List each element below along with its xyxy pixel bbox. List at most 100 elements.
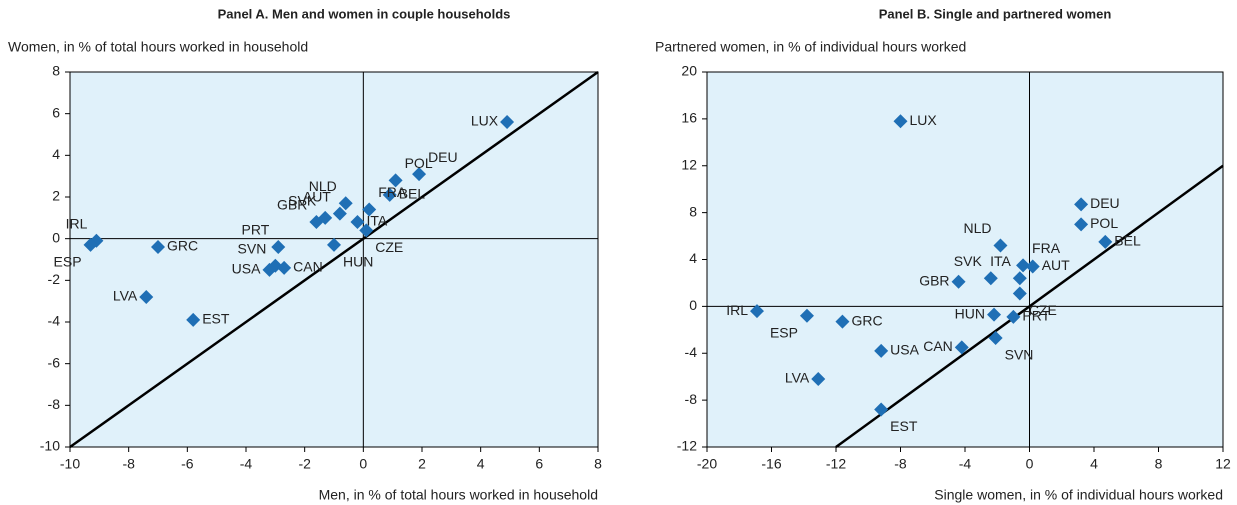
x-tick-label: 0 <box>359 456 367 472</box>
y-tick-label: 0 <box>689 297 697 313</box>
point-label: DEU <box>1090 195 1120 211</box>
y-tick-label: 12 <box>681 156 697 172</box>
point-label: BEL <box>399 186 426 202</box>
point-label: LVA <box>785 370 810 386</box>
point <box>1074 197 1089 212</box>
y-tick-label: -8 <box>48 396 61 412</box>
point <box>388 173 403 188</box>
x-tick-label: 0 <box>1026 456 1034 472</box>
y-tick-label: -10 <box>40 438 60 454</box>
point <box>186 312 201 327</box>
point <box>139 290 154 304</box>
point <box>332 206 347 221</box>
point <box>151 240 165 254</box>
point <box>893 114 908 129</box>
x-tick-label: 8 <box>1155 456 1163 472</box>
point-label: IRL <box>66 215 88 231</box>
y-tick-label: -4 <box>685 344 698 360</box>
point <box>951 274 966 289</box>
x-tick-label: -12 <box>826 456 846 472</box>
point-label: IRL <box>726 302 748 318</box>
point-label: PRT <box>242 222 270 238</box>
point <box>359 223 374 238</box>
point-label: PRT <box>1022 308 1050 324</box>
x-tick-label: -20 <box>697 456 717 472</box>
x-tick-label: -10 <box>60 456 80 472</box>
point-label: HUN <box>955 305 985 321</box>
point-label: GRC <box>851 312 882 328</box>
point-label: FRA <box>1032 240 1061 256</box>
point-label: GBR <box>277 197 307 213</box>
point <box>338 196 353 211</box>
point-label: EST <box>890 418 918 434</box>
point <box>835 314 850 329</box>
y-axis-label: Women, in % of total hours worked in hou… <box>8 39 308 55</box>
point-label: SVK <box>288 193 317 209</box>
point-label: POL <box>405 155 433 171</box>
y-tick-label: 16 <box>681 110 697 126</box>
x-tick-label: 8 <box>594 456 602 472</box>
x-tick-label: -8 <box>122 456 135 472</box>
point <box>799 308 814 323</box>
point <box>271 240 286 254</box>
point-label: HUN <box>343 254 373 270</box>
point-label: AUT <box>1042 257 1070 273</box>
point-label: CAN <box>923 338 953 354</box>
point-label: GBR <box>919 272 949 288</box>
x-tick-label: -8 <box>894 456 907 472</box>
point <box>412 167 427 182</box>
point-label: SVN <box>238 240 267 256</box>
y-tick-label: -4 <box>48 313 61 329</box>
point <box>993 238 1008 253</box>
point <box>987 307 1002 322</box>
point <box>874 343 889 358</box>
point-label: SVK <box>954 253 983 269</box>
x-tick-label: 12 <box>1215 456 1231 472</box>
point-label: EST <box>202 311 230 327</box>
x-tick-label: -6 <box>181 456 194 472</box>
point <box>1006 309 1021 324</box>
point-label: CZE <box>1029 302 1057 318</box>
point-label: SVN <box>1005 347 1034 363</box>
y-tick-label: 8 <box>52 63 60 79</box>
point <box>749 304 764 319</box>
point-label: ITA <box>366 213 387 229</box>
point <box>362 202 377 217</box>
point-label: AUT <box>303 188 331 204</box>
point <box>983 271 998 286</box>
y-tick-label: 2 <box>52 188 60 204</box>
point <box>382 187 397 202</box>
point-label: GRC <box>167 238 198 254</box>
x-tick-label: 4 <box>477 456 485 472</box>
chart-title: Panel B. Single and partnered women <box>879 6 1112 21</box>
y-tick-label: 6 <box>52 104 60 120</box>
plot-area <box>706 71 1224 448</box>
point <box>874 402 889 417</box>
point <box>1074 217 1089 232</box>
point-label: NLD <box>309 178 337 194</box>
point-label: POL <box>1090 215 1118 231</box>
y-axis-label: Partnered women, in % of individual hour… <box>655 39 966 55</box>
point <box>1016 258 1031 273</box>
point-label: FRA <box>378 184 407 200</box>
y-tick-label: -12 <box>677 438 697 454</box>
x-tick-label: -4 <box>959 456 972 472</box>
y-tick-label: -2 <box>48 271 61 287</box>
point <box>277 260 292 275</box>
y-tick-label: -8 <box>685 391 698 407</box>
point-label: LVA <box>113 288 138 304</box>
x-axis-label: Men, in % of total hours worked in house… <box>319 487 598 503</box>
x-tick-label: 2 <box>418 456 426 472</box>
y-tick-label: 0 <box>52 229 60 245</box>
y-tick-label: -6 <box>48 354 61 370</box>
chart-title: Panel A. Men and women in couple househo… <box>218 6 511 21</box>
point-label: DEU <box>428 149 458 165</box>
point-label: NLD <box>963 220 991 236</box>
x-tick-label: -4 <box>240 456 253 472</box>
diagonal <box>69 70 599 449</box>
point <box>1012 286 1027 301</box>
point <box>309 215 324 229</box>
y-tick-label: 20 <box>681 63 697 79</box>
x-tick-label: 4 <box>1090 456 1098 472</box>
point-label: ESP <box>770 324 798 340</box>
